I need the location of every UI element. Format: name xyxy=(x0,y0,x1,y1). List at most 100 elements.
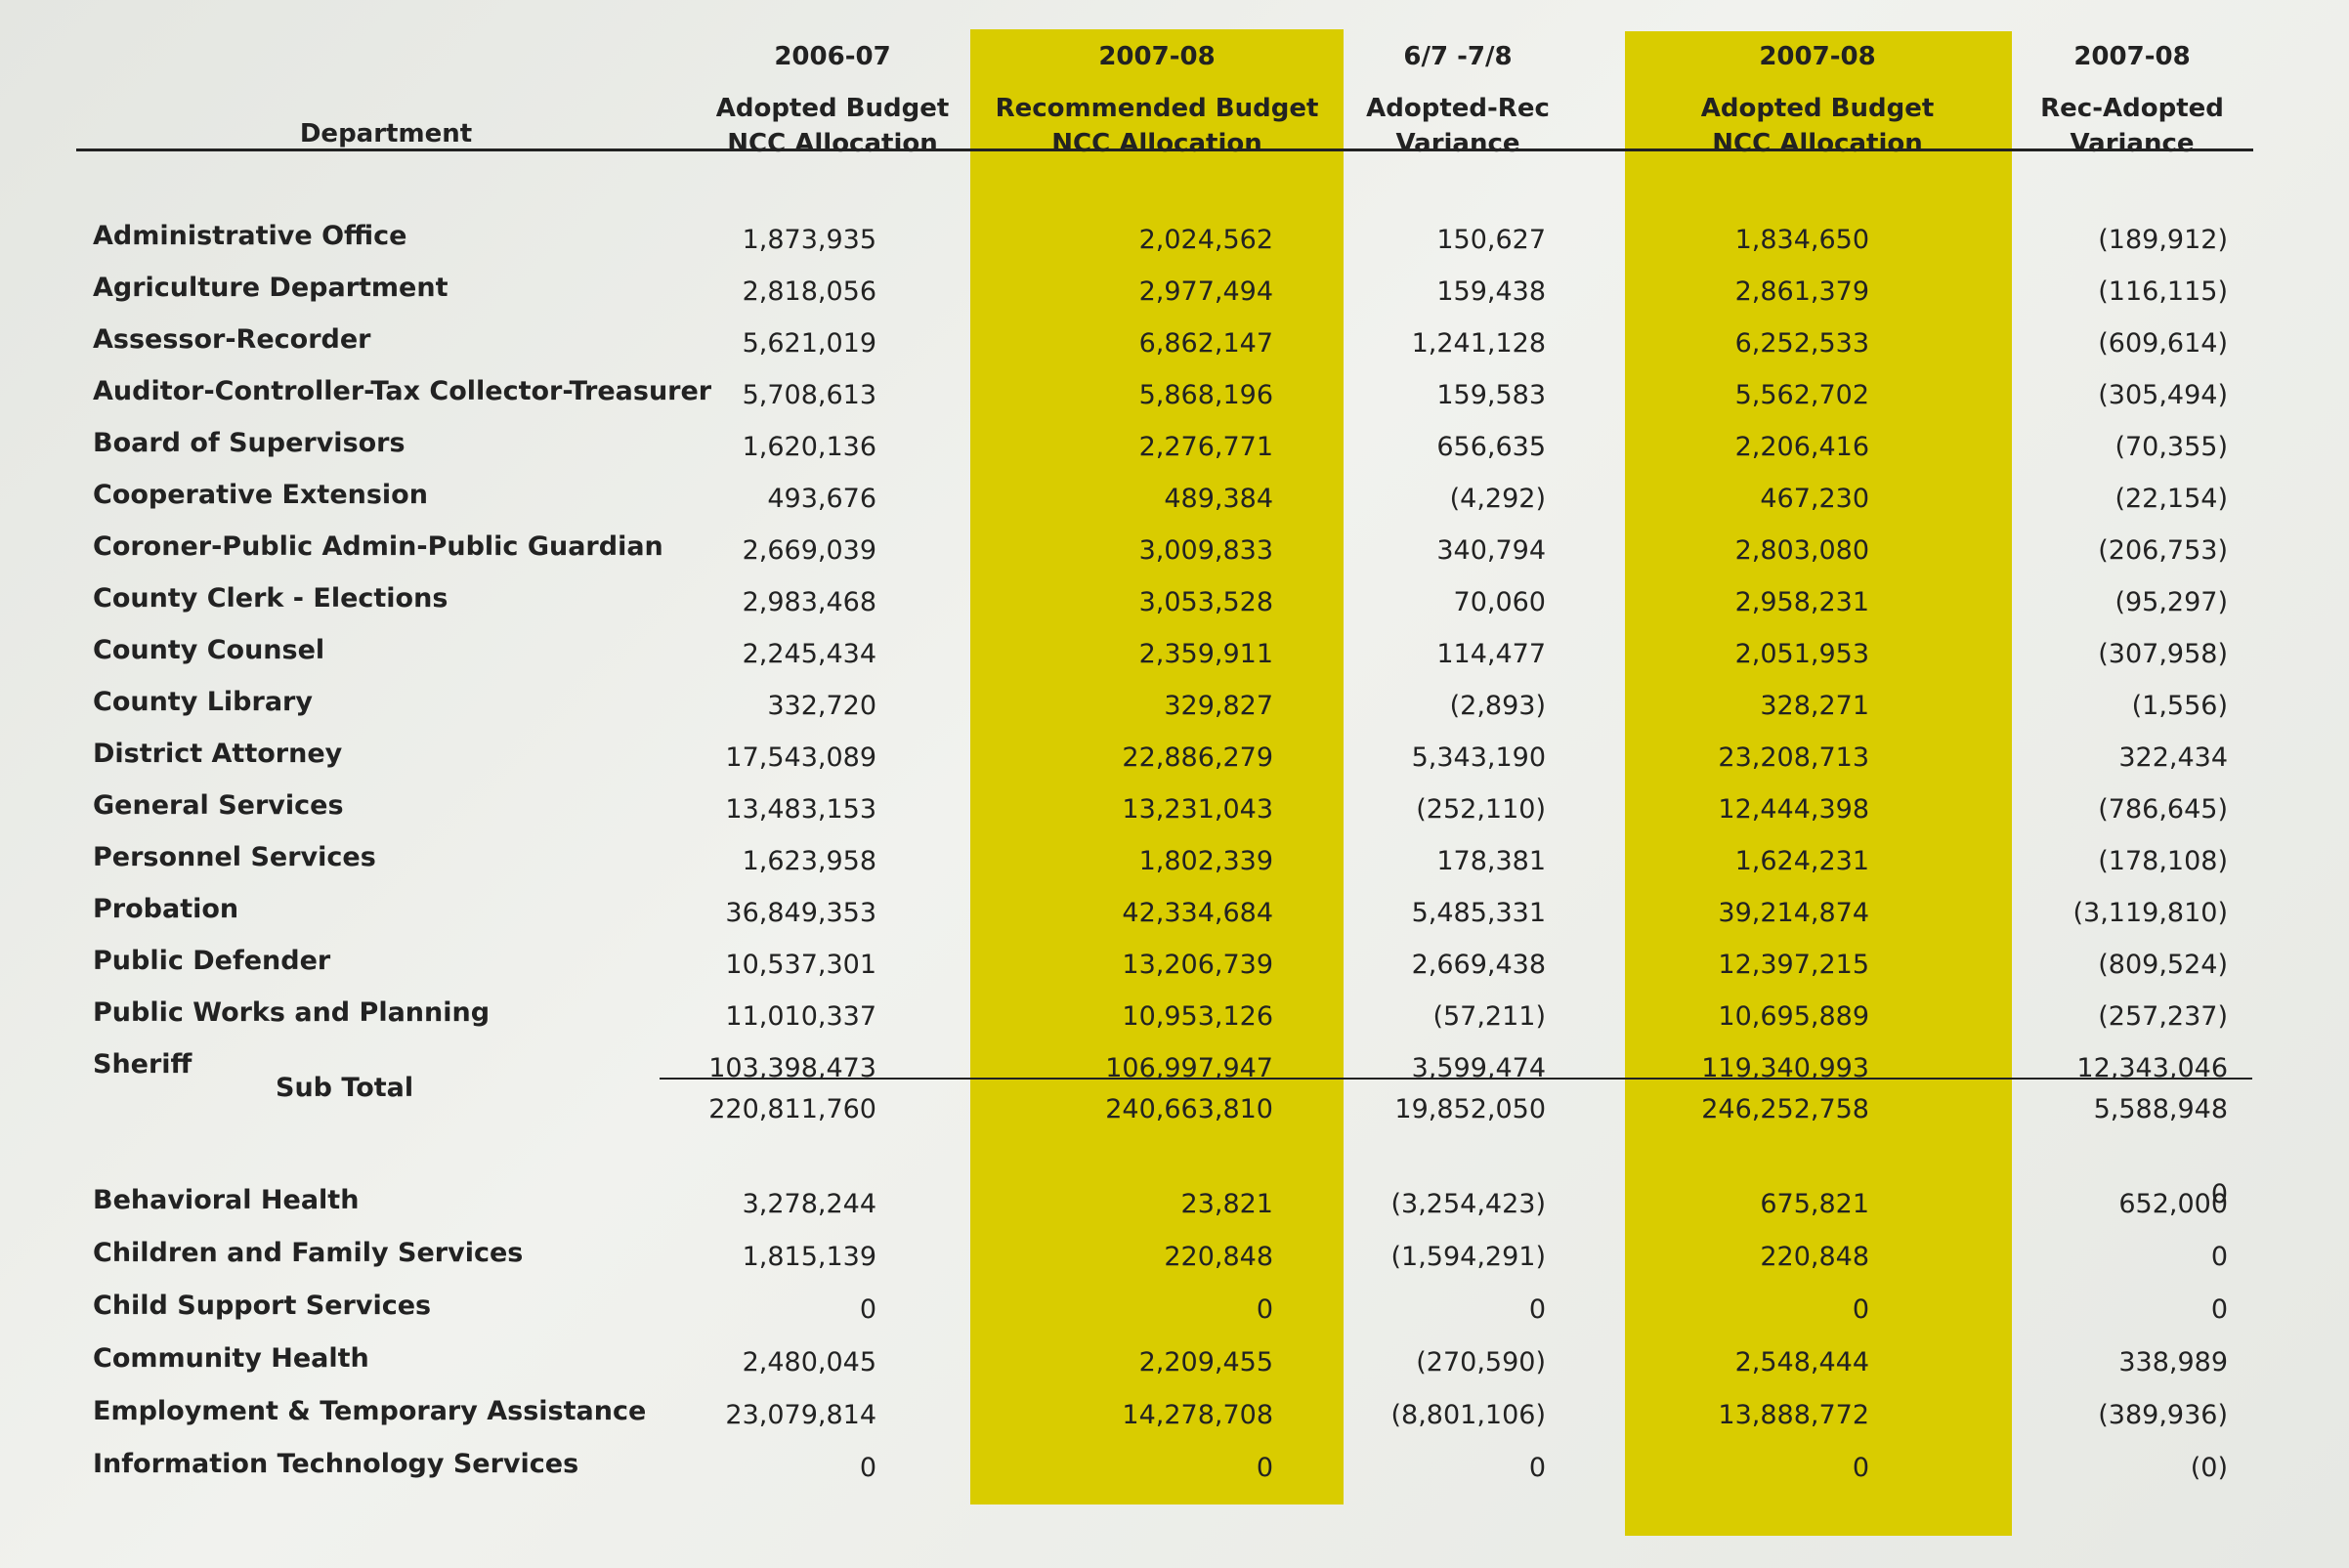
cell-value: 13,206,739 xyxy=(1122,950,1273,980)
cell-value: 2,977,494 xyxy=(1138,276,1273,307)
cell-value: 1,815,139 xyxy=(742,1242,876,1272)
column-header: NCC Allocation xyxy=(1712,129,1923,158)
cell-value: 2,051,953 xyxy=(1734,639,1869,669)
cell-value: (70,355) xyxy=(2114,432,2228,462)
cell-value: 13,231,043 xyxy=(1122,794,1273,825)
department-name: Auditor-Controller-Tax Collector-Treasur… xyxy=(93,376,712,406)
column-header: 2007-08 xyxy=(1098,42,1216,71)
cell-value: (609,614) xyxy=(2098,328,2228,359)
cell-value: 2,024,562 xyxy=(1138,225,1273,255)
department-name: Board of Supervisors xyxy=(93,428,406,458)
column-header: NCC Allocation xyxy=(1051,129,1262,158)
cell-value: (1,594,291) xyxy=(1390,1242,1546,1272)
cell-value: 5,588,948 xyxy=(2093,1094,2228,1124)
cell-value: 2,861,379 xyxy=(1734,276,1869,307)
column-header: Recommended Budget xyxy=(995,94,1319,123)
cell-value: 22,886,279 xyxy=(1122,742,1273,773)
department-name: Assessor-Recorder xyxy=(93,324,371,355)
cell-value: 13,483,153 xyxy=(725,794,876,825)
cell-value: 332,720 xyxy=(767,691,876,721)
column-header: Adopted-Rec xyxy=(1366,94,1550,123)
cell-value: 652,000 xyxy=(2118,1189,2228,1219)
cell-value: 2,803,080 xyxy=(1734,535,1869,566)
cell-value: 329,827 xyxy=(1164,691,1273,721)
cell-value: (4,292) xyxy=(1449,484,1546,514)
cell-value: (809,524) xyxy=(2098,950,2228,980)
cell-value: 246,252,758 xyxy=(1701,1094,1869,1124)
cell-value: 338,989 xyxy=(2118,1347,2228,1377)
cell-value: 0 xyxy=(1528,1294,1546,1325)
cell-value: 17,543,089 xyxy=(725,742,876,773)
cell-value: 0 xyxy=(1256,1294,1273,1325)
cell-value: 119,340,993 xyxy=(1701,1053,1869,1083)
department-name: Information Technology Services xyxy=(93,1449,579,1479)
cell-value: 2,359,911 xyxy=(1138,639,1273,669)
cell-value: 675,821 xyxy=(1760,1189,1869,1219)
column-header: Adopted Budget xyxy=(715,94,950,123)
cell-value: 467,230 xyxy=(1760,484,1869,514)
department-name: County Counsel xyxy=(93,635,325,665)
subtotal-rule xyxy=(660,1078,2252,1080)
column-header: 2007-08 xyxy=(2073,42,2191,71)
cell-value: 23,208,713 xyxy=(1718,742,1869,773)
cell-value: 103,398,473 xyxy=(708,1053,876,1083)
cell-value: 0 xyxy=(1852,1453,1869,1483)
cell-value: 1,624,231 xyxy=(1734,846,1869,876)
highlight-band xyxy=(970,29,1344,1504)
cell-value: 13,888,772 xyxy=(1718,1400,1869,1430)
cell-value: 489,384 xyxy=(1164,484,1273,514)
cell-value: 1,873,935 xyxy=(742,225,876,255)
cell-value: 2,209,455 xyxy=(1138,1347,1273,1377)
cell-value: 12,343,046 xyxy=(2076,1053,2228,1083)
cell-value: (57,211) xyxy=(1432,1001,1546,1032)
cell-value: (3,119,810) xyxy=(2072,898,2228,928)
cell-value: 2,548,444 xyxy=(1734,1347,1869,1377)
department-name: Employment & Temporary Assistance xyxy=(93,1396,647,1426)
cell-value: (0) xyxy=(2190,1453,2228,1483)
cell-value: 11,010,337 xyxy=(725,1001,876,1032)
cell-value: (178,108) xyxy=(2098,846,2228,876)
department-name: Children and Family Services xyxy=(93,1238,524,1268)
cell-value: 23,821 xyxy=(1180,1189,1273,1219)
cell-value: (3,254,423) xyxy=(1390,1189,1546,1219)
cell-value: 114,477 xyxy=(1436,639,1546,669)
cell-value: 0 xyxy=(1528,1453,1546,1483)
cell-value: 493,676 xyxy=(767,484,876,514)
cell-value: 328,271 xyxy=(1760,691,1869,721)
department-name: Cooperative Extension xyxy=(93,480,428,510)
cell-value: (257,237) xyxy=(2098,1001,2228,1032)
cell-value: 340,794 xyxy=(1436,535,1546,566)
cell-value: 178,381 xyxy=(1436,846,1546,876)
header-rule xyxy=(76,148,2253,151)
cell-value: 220,848 xyxy=(1760,1242,1869,1272)
cell-value: 2,245,434 xyxy=(742,639,876,669)
cell-value: 3,009,833 xyxy=(1138,535,1273,566)
subtotal-label: Sub Total xyxy=(276,1073,414,1103)
cell-value: (786,645) xyxy=(2098,794,2228,825)
column-header: Adopted Budget xyxy=(1700,94,1935,123)
cell-value: 10,537,301 xyxy=(725,950,876,980)
cell-value: 42,334,684 xyxy=(1122,898,1273,928)
cell-value: 23,079,814 xyxy=(725,1400,876,1430)
column-header: Variance xyxy=(2070,129,2195,158)
cell-value: 2,669,039 xyxy=(742,535,876,566)
cell-value: 240,663,810 xyxy=(1105,1094,1273,1124)
column-header: Rec-Adopted xyxy=(2040,94,2224,123)
cell-value: 1,802,339 xyxy=(1138,846,1273,876)
department-name: Community Health xyxy=(93,1343,369,1374)
cell-value: 2,276,771 xyxy=(1138,432,1273,462)
cell-value: 0 xyxy=(859,1294,876,1325)
department-name: Personnel Services xyxy=(93,842,376,872)
column-header: 2007-08 xyxy=(1759,42,1876,71)
cell-value: 2,818,056 xyxy=(742,276,876,307)
department-name: Child Support Services xyxy=(93,1291,432,1321)
cell-value: 5,562,702 xyxy=(1734,380,1869,410)
cell-value: 220,811,760 xyxy=(708,1094,876,1124)
cell-value: (305,494) xyxy=(2098,380,2228,410)
cell-value: 6,252,533 xyxy=(1734,328,1869,359)
department-name: County Library xyxy=(93,687,313,717)
cell-value: 2,206,416 xyxy=(1734,432,1869,462)
cell-value: 10,695,889 xyxy=(1718,1001,1869,1032)
cell-value: 159,583 xyxy=(1436,380,1546,410)
